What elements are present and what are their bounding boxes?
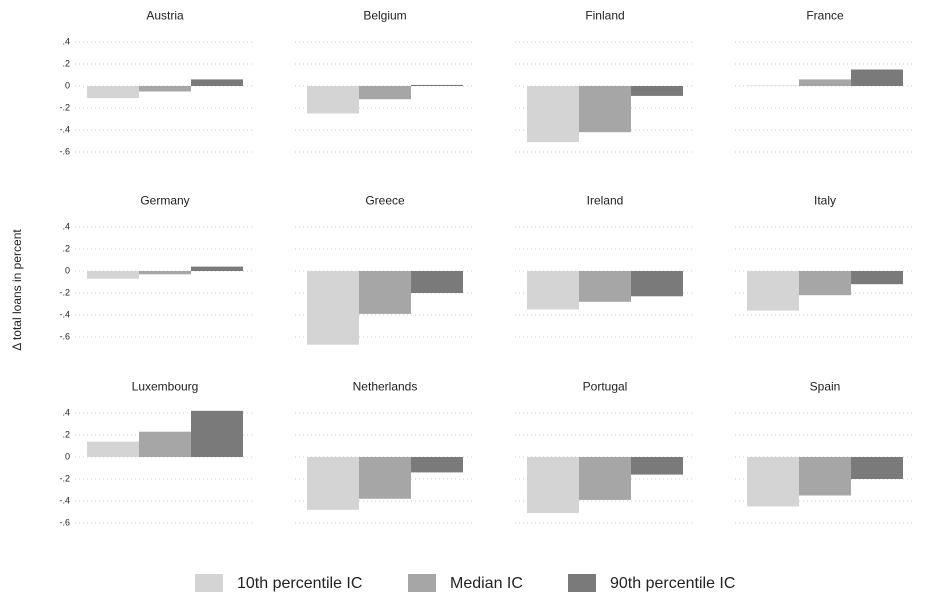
y-tick-label: -.2 [59, 102, 70, 112]
y-tick-label: -.4 [59, 309, 70, 319]
bar [799, 79, 851, 86]
y-tick-label: -.6 [59, 331, 70, 341]
bar [579, 457, 631, 500]
facet-title: France [806, 9, 844, 23]
bar [359, 457, 411, 499]
bar [747, 271, 799, 311]
y-tick-label: -.6 [59, 517, 70, 527]
bar [87, 441, 139, 457]
bar [851, 457, 903, 479]
y-tick-label: -.4 [59, 495, 70, 505]
facet-title: Finland [585, 9, 624, 23]
y-tick-label: -.6 [59, 146, 70, 156]
bar [579, 271, 631, 302]
y-tick-label: .2 [62, 429, 70, 439]
legend-text: 90th percentile IC [610, 575, 735, 592]
bar [851, 271, 903, 285]
y-tick-label: .4 [62, 36, 70, 46]
bar [411, 271, 463, 293]
facet-title: Luxembourg [132, 380, 199, 394]
facet-title: Germany [140, 194, 189, 208]
bar [359, 86, 411, 100]
bar [527, 86, 579, 143]
bar [87, 271, 139, 279]
y-tick-label: 0 [65, 451, 70, 461]
bar [799, 457, 851, 496]
bar [191, 79, 243, 86]
bar [359, 271, 411, 314]
legend-swatch [195, 574, 223, 592]
y-tick-label: 0 [65, 265, 70, 275]
y-tick-label: .2 [62, 58, 70, 68]
bar [191, 266, 243, 271]
facet-title: Austria [146, 9, 184, 23]
y-tick-label: 0 [65, 80, 70, 90]
y-tick-label: .4 [62, 407, 70, 417]
y-tick-label: .2 [62, 243, 70, 253]
legend-swatch [568, 574, 596, 592]
bar [527, 457, 579, 514]
y-axis-label: Δ total loans in percent [10, 229, 24, 351]
bar [139, 271, 191, 275]
bar [139, 86, 191, 92]
bar [527, 271, 579, 310]
bar [631, 271, 683, 297]
bar [631, 86, 683, 96]
bar [307, 457, 359, 510]
facet-title: Ireland [587, 194, 624, 208]
y-tick-label: .4 [62, 221, 70, 231]
y-tick-label: -.4 [59, 124, 70, 134]
facet-title: Italy [814, 194, 836, 208]
legend-text: Median IC [450, 575, 523, 592]
facet-title: Greece [365, 194, 405, 208]
bar [307, 86, 359, 114]
facet-title: Spain [810, 380, 841, 394]
facet-title: Belgium [363, 9, 406, 23]
bar [747, 85, 799, 86]
facet-title: Netherlands [353, 380, 418, 394]
bar [579, 86, 631, 133]
y-tick-label: -.2 [59, 473, 70, 483]
bar [307, 271, 359, 345]
bar [411, 84, 463, 86]
bar [411, 457, 463, 473]
bar [191, 410, 243, 457]
bar [799, 271, 851, 296]
legend-text: 10th percentile IC [237, 575, 362, 592]
legend-swatch [408, 574, 436, 592]
bar [851, 69, 903, 86]
facet-title: Portugal [583, 380, 628, 394]
y-tick-label: -.2 [59, 287, 70, 297]
bar [747, 457, 799, 507]
bar [631, 457, 683, 475]
bar [87, 86, 139, 99]
bar [139, 431, 191, 457]
